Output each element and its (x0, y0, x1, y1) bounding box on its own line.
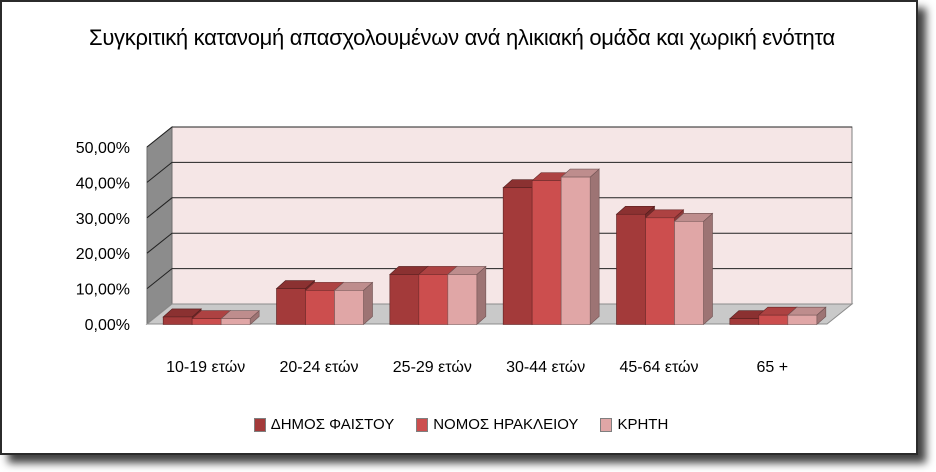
legend-swatch (600, 417, 613, 432)
bar-side (589, 168, 600, 326)
y-tick-label: 50,00% (76, 140, 130, 157)
bar (674, 221, 704, 325)
bar (616, 213, 646, 325)
bar (447, 274, 478, 325)
legend-swatch (416, 417, 429, 432)
x-tick-label: 65 + (757, 359, 789, 376)
bar (729, 318, 760, 325)
x-tick-label: 45-64 ετών (619, 359, 698, 376)
gridline (146, 126, 852, 148)
bar (162, 316, 193, 325)
y-tick-label: 0,00% (85, 317, 130, 334)
chart-title: Συγκριτική κατανομή απασχολουμένων ανά η… (89, 25, 835, 50)
gridline (146, 161, 852, 183)
y-tick-label: 10,00% (76, 282, 130, 299)
side-wall (146, 125, 173, 326)
bar (191, 318, 222, 325)
bar (276, 288, 306, 325)
legend-swatch (253, 417, 266, 432)
bar (220, 318, 251, 325)
bar (560, 176, 591, 325)
bar (531, 180, 562, 325)
bar (389, 274, 420, 325)
legend-label: ΔΗΜΟΣ ΦΑΙΣΤΟΥ (270, 416, 395, 433)
bar-chart: 0,00% 10,00% 20,00% 30,00% 40,00% 50,00% 10-19… (76, 125, 854, 376)
chart-legend: ΔΗΜΟΣ ΦΑΙΣΤΟΥ ΝΟΜΟΣ ΗΡΑΚΛΕΙΟΥ ΚΡΗΤΗ (2, 416, 920, 433)
legend-label: ΝΟΜΟΣ ΗΡΑΚΛΕΙΟΥ (433, 416, 579, 433)
bar (334, 290, 364, 325)
bar (305, 290, 335, 325)
bar (787, 314, 818, 325)
gridline (146, 197, 852, 219)
legend-label: ΚΡΗΤΗ (617, 416, 669, 433)
bar-side (703, 212, 713, 326)
y-tick-label: 30,00% (76, 211, 130, 228)
x-tick-label: 20-24 ετών (279, 359, 358, 376)
bar (645, 217, 675, 325)
legend-item: ΔΗΜΟΣ ΦΑΙΣΤΟΥ (253, 416, 395, 433)
y-tick-label: 20,00% (76, 246, 130, 263)
y-tick-label: 40,00% (76, 175, 130, 192)
bar (418, 274, 449, 325)
legend-item: ΚΡΗΤΗ (600, 416, 668, 433)
bar (758, 314, 789, 325)
x-tick-label: 30-44 ετών (506, 359, 585, 376)
bar (502, 187, 533, 325)
legend-item: ΝΟΜΟΣ ΗΡΑΚΛΕΙΟΥ (416, 416, 578, 433)
bar-side (476, 265, 487, 326)
chart-frame: Συγκριτική κατανομή απασχολουμένων ανά η… (0, 0, 918, 455)
x-tick-label: 10-19 ετών (166, 359, 245, 376)
x-tick-label: 25-29 ετών (393, 359, 472, 376)
